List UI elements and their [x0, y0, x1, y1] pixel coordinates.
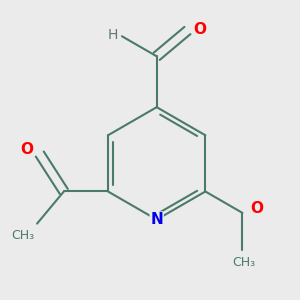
Text: O: O [20, 142, 33, 158]
Text: H: H [107, 28, 118, 42]
Text: CH₃: CH₃ [232, 256, 255, 269]
Text: N: N [150, 212, 163, 227]
Text: CH₃: CH₃ [11, 229, 35, 242]
Text: O: O [193, 22, 206, 37]
Text: O: O [250, 201, 263, 216]
